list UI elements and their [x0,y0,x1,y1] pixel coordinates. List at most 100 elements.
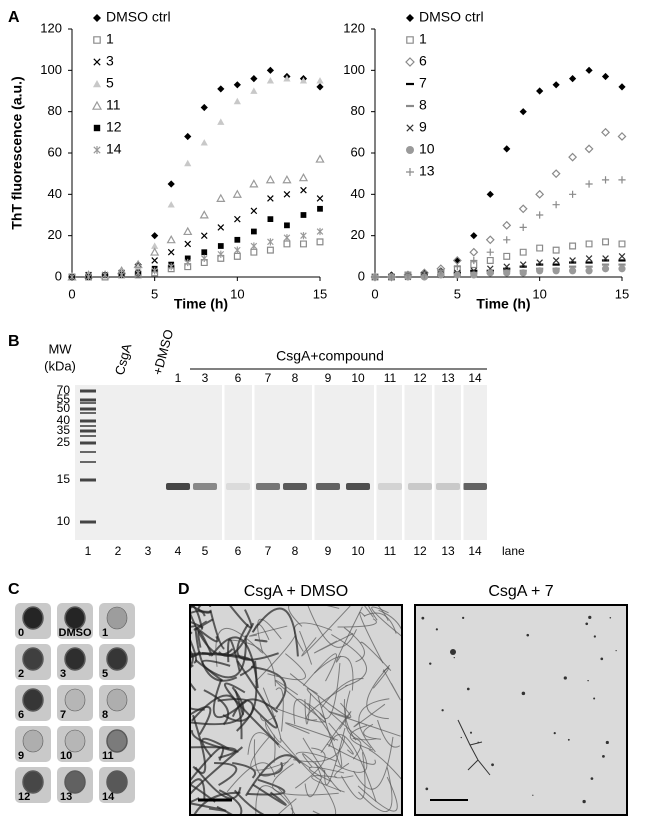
data-point [503,269,511,277]
data-point [535,189,545,199]
speck [532,794,534,796]
data-point [184,132,192,141]
speck [477,741,479,744]
y-axis-label: ThT fluorescence (a.u.) [9,76,25,229]
legend-marker [405,57,415,67]
data-point [437,267,445,275]
data-point [470,256,478,265]
lane-number: 11 [384,544,397,558]
ladder-band [80,402,96,404]
data-point [585,240,593,248]
data-point [266,77,274,84]
data-point [267,216,274,223]
data-point [300,186,307,194]
fibril [209,609,225,650]
data-point [569,242,577,250]
data-point [569,190,577,198]
x-tick-label: 10 [532,286,546,301]
speck [567,738,570,741]
gel-splice [222,385,225,540]
data-point [217,224,225,231]
fibril [295,751,338,762]
ladder-band [80,398,96,402]
fibril [267,653,306,681]
data-point [183,226,193,236]
ladder-band [80,435,96,437]
speck [593,697,596,700]
data-point [552,201,560,209]
blot-label: 10 [60,750,72,762]
blot-dot [64,729,86,753]
legend-label: 13 [419,163,435,179]
data-point [250,207,258,215]
blot-dot [22,770,44,794]
data-point [552,81,560,89]
legend-marker [406,36,414,44]
y-tick-label: 100 [343,62,365,77]
data-point [485,235,495,245]
data-point [503,263,511,270]
data-point [618,253,626,260]
data-point [486,256,494,264]
ladder-band [80,520,96,524]
fibril [190,746,244,804]
data-point [283,75,291,82]
data-point [552,267,560,275]
data-point [551,169,561,179]
y-tick-label: 20 [351,227,365,242]
data-point [68,273,76,281]
x-tick-label: 0 [371,286,378,301]
fibril [227,638,241,672]
fibril [368,749,402,781]
fibril [311,775,345,793]
fibril [194,628,238,682]
y-tick-label: 0 [55,268,62,283]
blot-dot [22,729,44,753]
y-tick-label: 60 [351,144,365,159]
fibril [190,746,237,759]
blot-dot [106,647,128,671]
fibril [301,605,352,657]
speck [605,740,609,745]
lane-number: 2 [115,544,122,558]
fibril [190,778,206,800]
data-point [585,255,593,262]
data-point [151,242,159,249]
data-point [233,97,241,105]
speck [421,616,425,620]
em-image [415,605,627,815]
mw-marker-label: 70 [57,383,71,397]
legend-label: 1 [106,31,114,47]
fibril [457,719,491,776]
panel-label: B [8,333,20,350]
data-point [536,244,544,252]
legend-marker [93,80,101,88]
y-tick-label: 40 [48,186,62,201]
fibril [190,620,204,658]
data-point [536,211,544,219]
fibril [190,653,251,692]
mw-marker-label: 25 [57,435,71,449]
data-point [601,72,610,81]
data-point [300,232,307,240]
fibril [190,721,191,724]
fibril [257,618,282,654]
data-point [118,271,125,279]
fibril [224,682,280,746]
fibril [212,679,247,719]
speck [441,709,444,712]
data-point [200,139,208,146]
compound-number: 3 [202,371,209,385]
fibril [382,669,401,701]
ladder-band [80,461,96,463]
data-point [315,154,325,163]
data-point [250,87,258,94]
x-tick-label: 5 [151,286,158,301]
protein-band [256,483,280,490]
fibril [335,606,363,663]
blot-label: 2 [18,668,24,680]
blot-label: DMSO [59,627,92,639]
data-point [250,248,258,256]
lane-number: 10 [351,544,365,558]
protein-band [436,483,460,490]
